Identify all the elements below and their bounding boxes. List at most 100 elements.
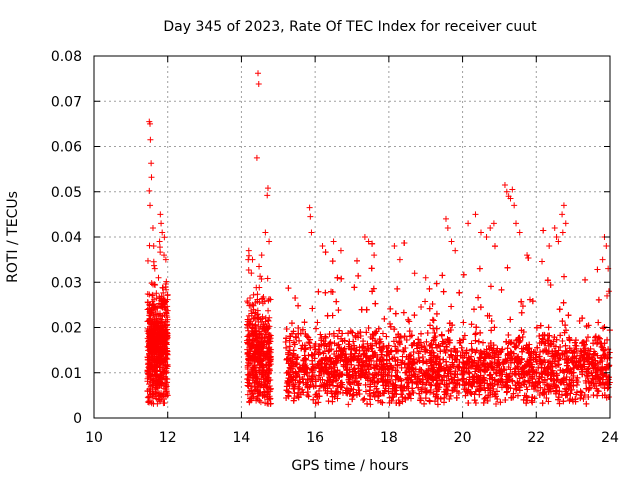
data-point [265, 377, 272, 384]
data-point [153, 353, 160, 360]
data-point [254, 291, 261, 298]
data-point [506, 373, 513, 380]
data-point [259, 295, 266, 302]
data-point [156, 396, 163, 403]
data-point [265, 345, 272, 352]
data-point [163, 341, 170, 348]
data-point [557, 332, 564, 339]
data-point [247, 350, 254, 357]
data-point [294, 360, 301, 367]
data-point [387, 320, 394, 327]
data-point [475, 294, 482, 301]
data-point [244, 298, 251, 305]
data-point [156, 244, 163, 251]
data-point [146, 398, 153, 404]
data-point [258, 275, 265, 282]
data-point [156, 356, 163, 363]
data-point [156, 378, 163, 385]
data-point [149, 382, 156, 389]
data-point [487, 283, 494, 290]
data-point [245, 377, 252, 384]
data-point [448, 303, 455, 310]
data-point [158, 374, 165, 381]
data-point [244, 340, 251, 347]
data-point [160, 289, 167, 296]
data-point [314, 361, 321, 368]
data-point [460, 271, 467, 278]
data-point [258, 382, 265, 389]
data-point [351, 350, 358, 357]
data-point [488, 327, 495, 334]
data-point [446, 395, 453, 402]
grid [94, 56, 610, 418]
data-point [151, 303, 158, 310]
data-point [246, 356, 253, 363]
data-point [325, 398, 332, 405]
data-point [148, 310, 155, 317]
data-point [484, 397, 491, 404]
data-point [261, 368, 268, 375]
data-point [161, 234, 168, 241]
data-point [474, 383, 481, 390]
data-point [251, 354, 258, 361]
data-point [426, 397, 433, 404]
data-point [244, 349, 251, 356]
data-point [263, 374, 270, 381]
data-point [387, 323, 394, 330]
data-point [247, 360, 254, 367]
data-point [158, 345, 165, 352]
data-point [254, 311, 261, 318]
data-point [338, 275, 345, 282]
data-point [252, 367, 259, 374]
data-point [423, 338, 430, 345]
data-point [160, 338, 167, 345]
data-point [283, 344, 290, 351]
data-point [155, 343, 162, 350]
data-point [163, 388, 170, 395]
data-point [149, 298, 156, 305]
data-point [145, 317, 152, 324]
data-point [146, 348, 153, 355]
data-point [371, 393, 378, 400]
data-point [162, 318, 169, 325]
data-point [162, 330, 169, 337]
data-point [245, 312, 252, 319]
data-point [157, 391, 164, 398]
data-point [519, 303, 526, 310]
data-point [157, 347, 164, 354]
data-point [150, 345, 157, 352]
data-point [322, 289, 329, 296]
data-point [161, 346, 168, 353]
data-point [257, 399, 264, 406]
data-point [299, 386, 306, 393]
data-point [265, 317, 272, 324]
data-point [466, 370, 473, 377]
data-point [312, 400, 319, 407]
data-point [317, 331, 324, 338]
data-point [148, 354, 155, 361]
data-point [363, 329, 370, 336]
data-point [250, 306, 257, 313]
data-point [427, 381, 434, 388]
data-point [554, 372, 561, 379]
data-point [386, 356, 393, 363]
data-point [455, 389, 462, 396]
data-point [259, 367, 266, 374]
data-point [144, 394, 151, 401]
data-point [162, 280, 169, 287]
data-point [159, 312, 166, 319]
data-point [149, 334, 156, 341]
data-point [248, 383, 255, 390]
data-point [257, 273, 264, 280]
data-point [260, 343, 267, 350]
data-point [526, 296, 533, 303]
data-point [157, 319, 164, 326]
data-point [310, 396, 317, 403]
data-point [263, 384, 270, 391]
data-point [465, 354, 472, 361]
data-point [418, 303, 425, 310]
data-point [147, 313, 154, 320]
data-point [153, 340, 160, 347]
data-point [537, 384, 544, 391]
data-point [154, 321, 161, 328]
